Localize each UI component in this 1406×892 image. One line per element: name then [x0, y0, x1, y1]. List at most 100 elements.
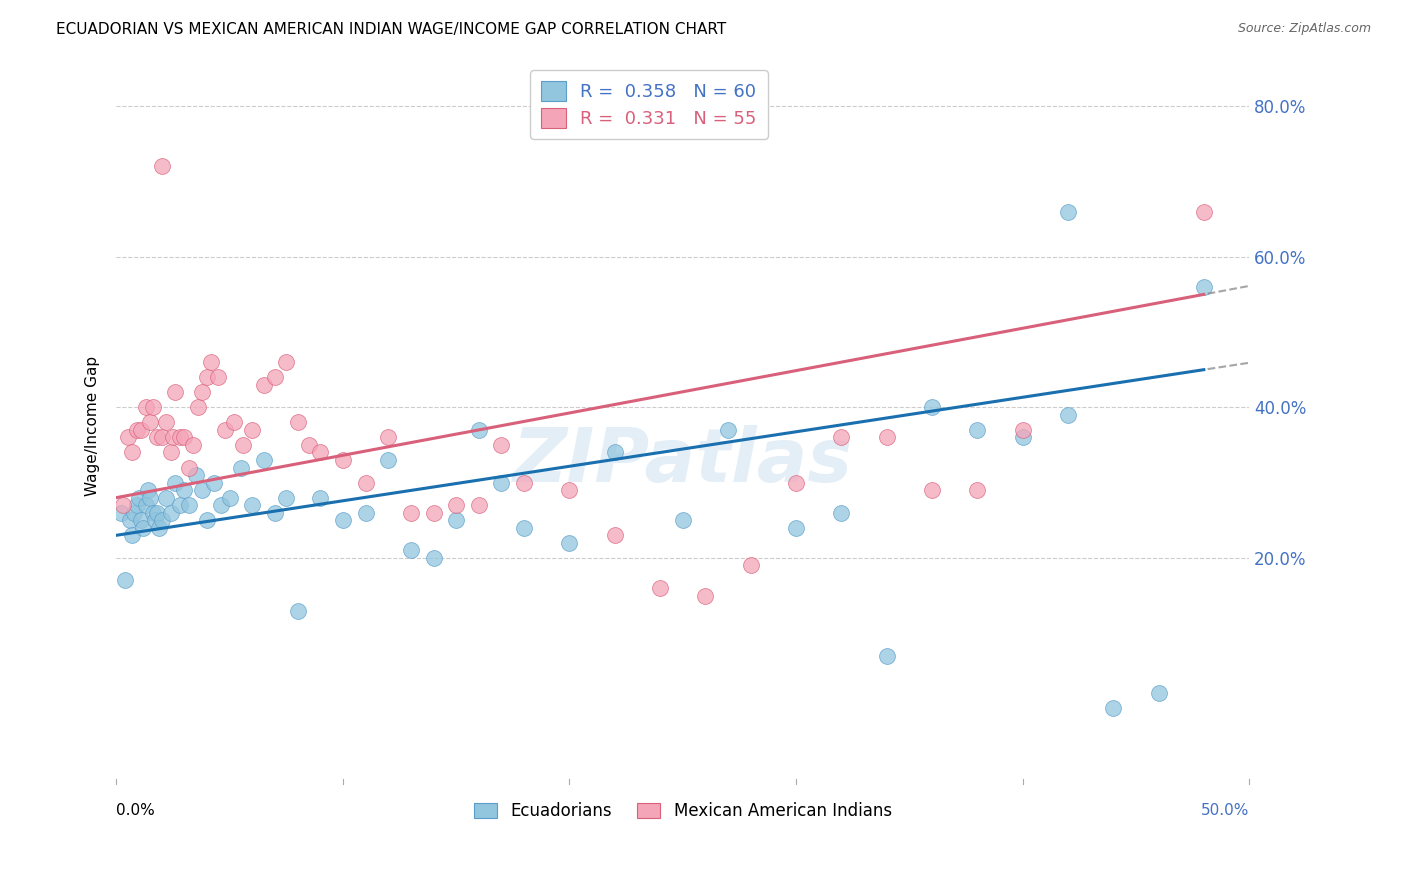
Point	[422, 506, 444, 520]
Point	[184, 468, 207, 483]
Point	[214, 423, 236, 437]
Point	[603, 445, 626, 459]
Point	[785, 521, 807, 535]
Point	[132, 521, 155, 535]
Point	[135, 401, 157, 415]
Point	[1102, 701, 1125, 715]
Point	[399, 543, 422, 558]
Point	[377, 430, 399, 444]
Point	[169, 430, 191, 444]
Point	[150, 513, 173, 527]
Text: 0.0%: 0.0%	[117, 803, 155, 818]
Point	[354, 475, 377, 490]
Point	[169, 498, 191, 512]
Point	[422, 550, 444, 565]
Point	[135, 498, 157, 512]
Point	[117, 430, 139, 444]
Point	[785, 475, 807, 490]
Point	[287, 416, 309, 430]
Point	[155, 416, 177, 430]
Point	[200, 355, 222, 369]
Point	[143, 513, 166, 527]
Point	[468, 498, 491, 512]
Point	[695, 589, 717, 603]
Point	[110, 506, 132, 520]
Point	[202, 475, 225, 490]
Point	[399, 506, 422, 520]
Point	[141, 506, 163, 520]
Point	[287, 604, 309, 618]
Point	[155, 491, 177, 505]
Point	[558, 483, 581, 497]
Point	[332, 513, 354, 527]
Point	[209, 498, 232, 512]
Point	[195, 370, 218, 384]
Point	[276, 491, 298, 505]
Point	[177, 498, 200, 512]
Point	[876, 648, 898, 663]
Point	[159, 506, 181, 520]
Point	[191, 483, 214, 497]
Point	[468, 423, 491, 437]
Point	[1011, 423, 1033, 437]
Point	[165, 475, 187, 490]
Point	[648, 581, 671, 595]
Point	[112, 498, 135, 512]
Point	[136, 483, 159, 497]
Point	[830, 430, 852, 444]
Y-axis label: Wage/Income Gap: Wage/Income Gap	[86, 356, 100, 496]
Point	[1057, 204, 1080, 219]
Point	[672, 513, 695, 527]
Point	[921, 401, 943, 415]
Point	[146, 506, 169, 520]
Point	[139, 416, 162, 430]
Point	[173, 430, 195, 444]
Point	[162, 430, 184, 444]
Point	[207, 370, 229, 384]
Point	[1147, 686, 1170, 700]
Point	[1057, 408, 1080, 422]
Point	[165, 385, 187, 400]
Point	[264, 506, 287, 520]
Point	[1011, 430, 1033, 444]
Point	[513, 475, 536, 490]
Point	[309, 445, 332, 459]
Point	[252, 377, 274, 392]
Text: 50.0%: 50.0%	[1201, 803, 1250, 818]
Point	[876, 430, 898, 444]
Point	[181, 438, 204, 452]
Point	[603, 528, 626, 542]
Point	[141, 401, 163, 415]
Text: ECUADORIAN VS MEXICAN AMERICAN INDIAN WAGE/INCOME GAP CORRELATION CHART: ECUADORIAN VS MEXICAN AMERICAN INDIAN WA…	[56, 22, 727, 37]
Point	[264, 370, 287, 384]
Point	[125, 498, 148, 512]
Point	[966, 483, 988, 497]
Point	[830, 506, 852, 520]
Point	[740, 558, 762, 573]
Point	[159, 445, 181, 459]
Point	[354, 506, 377, 520]
Point	[128, 491, 150, 505]
Point	[558, 536, 581, 550]
Point	[513, 521, 536, 535]
Point	[129, 423, 152, 437]
Point	[1192, 204, 1215, 219]
Point	[491, 438, 513, 452]
Point	[218, 491, 240, 505]
Point	[121, 528, 143, 542]
Point	[187, 401, 209, 415]
Point	[717, 423, 740, 437]
Legend: Ecuadorians, Mexican American Indians: Ecuadorians, Mexican American Indians	[468, 797, 897, 825]
Point	[921, 483, 943, 497]
Point	[229, 460, 252, 475]
Point	[491, 475, 513, 490]
Point	[224, 416, 246, 430]
Point	[150, 430, 173, 444]
Point	[966, 423, 988, 437]
Point	[114, 574, 136, 588]
Point	[444, 498, 467, 512]
Point	[240, 498, 263, 512]
Point	[276, 355, 298, 369]
Text: ZIPatlas: ZIPatlas	[513, 425, 853, 499]
Point	[195, 513, 218, 527]
